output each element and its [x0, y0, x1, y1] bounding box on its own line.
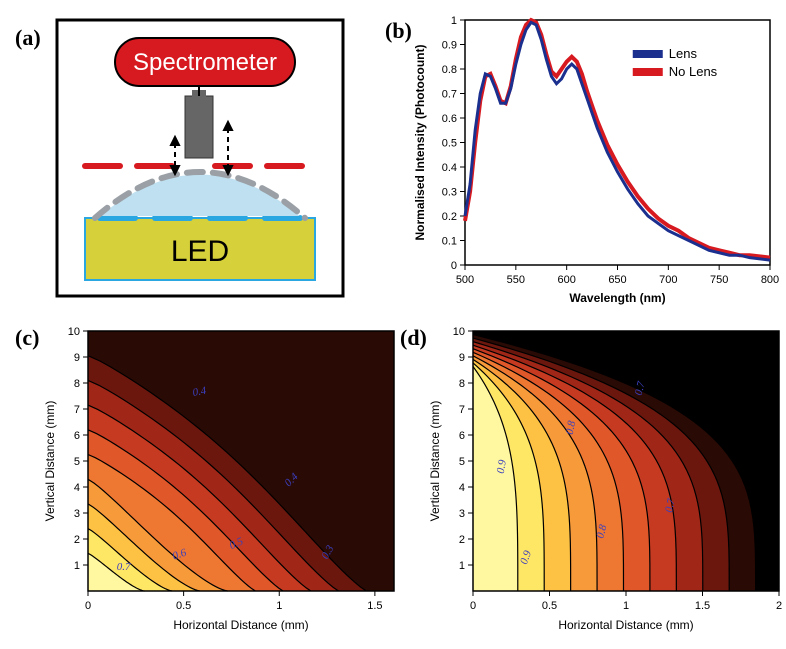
svg-text:800: 800 [761, 274, 779, 286]
svg-text:5: 5 [459, 456, 465, 468]
svg-text:Lens: Lens [669, 46, 698, 61]
svg-text:0.9: 0.9 [495, 458, 509, 474]
svg-text:0.6: 0.6 [442, 113, 457, 125]
svg-text:1: 1 [623, 600, 629, 612]
svg-text:0: 0 [470, 600, 476, 612]
chart-b: 500 550 600 650 700 750 800 0 0.1 0.2 0.3 0.4 0.5 0.6… [410, 10, 780, 310]
svg-text:2: 2 [74, 534, 80, 546]
panel-label-b: (b) [385, 18, 412, 44]
svg-text:Normalised Intensity (Photocou: Normalised Intensity (Photocount) [413, 44, 427, 240]
svg-text:0.4: 0.4 [192, 385, 208, 399]
svg-text:4: 4 [459, 482, 465, 494]
svg-text:Wavelength (nm): Wavelength (nm) [569, 291, 665, 305]
svg-text:500: 500 [456, 274, 474, 286]
svg-text:8: 8 [459, 378, 465, 390]
svg-text:10: 10 [453, 326, 465, 338]
svg-text:1: 1 [276, 600, 282, 612]
svg-text:7: 7 [459, 404, 465, 416]
svg-text:0.4: 0.4 [442, 162, 457, 174]
svg-text:4: 4 [74, 482, 80, 494]
svg-text:0.9: 0.9 [442, 40, 457, 52]
svg-text:8: 8 [74, 378, 80, 390]
svg-text:No Lens: No Lens [669, 64, 718, 79]
svg-text:10: 10 [68, 326, 80, 338]
svg-text:1.5: 1.5 [367, 600, 382, 612]
svg-text:Vertical Distance (mm): Vertical Distance (mm) [43, 401, 57, 522]
heatmap-d: 0.90.90.80.80.70.700.511.5212345678910Ho… [425, 325, 785, 635]
svg-text:650: 650 [608, 274, 626, 286]
svg-text:0.7: 0.7 [442, 89, 457, 101]
heatmap-c: 0.70.60.50.40.40.300.511.512345678910Hor… [40, 325, 400, 635]
panel-label-a: (a) [15, 25, 41, 51]
svg-text:0: 0 [451, 260, 457, 272]
svg-text:550: 550 [507, 274, 525, 286]
svg-text:1.5: 1.5 [695, 600, 710, 612]
svg-text:1: 1 [459, 560, 465, 572]
svg-text:1: 1 [451, 15, 457, 27]
svg-text:6: 6 [459, 430, 465, 442]
panel-label-d: (d) [400, 325, 427, 351]
svg-text:0.5: 0.5 [442, 138, 457, 150]
spectrometer-label: Spectrometer [133, 49, 277, 76]
svg-text:7: 7 [74, 404, 80, 416]
svg-text:Vertical Distance (mm): Vertical Distance (mm) [428, 401, 442, 522]
svg-text:9: 9 [74, 352, 80, 364]
figure-root: (a) LED [0, 0, 786, 649]
svg-text:0.7: 0.7 [117, 561, 131, 573]
svg-text:5: 5 [74, 456, 80, 468]
svg-text:9: 9 [459, 352, 465, 364]
svg-text:0.3: 0.3 [442, 187, 457, 199]
svg-text:0.5: 0.5 [176, 600, 191, 612]
led-label: LED [171, 235, 229, 268]
svg-text:0.8: 0.8 [442, 64, 457, 76]
svg-text:3: 3 [459, 508, 465, 520]
svg-text:0.5: 0.5 [542, 600, 557, 612]
svg-text:1: 1 [74, 560, 80, 572]
svg-text:3: 3 [74, 508, 80, 520]
svg-text:0.2: 0.2 [442, 211, 457, 223]
svg-text:2: 2 [776, 600, 782, 612]
svg-text:0: 0 [85, 600, 91, 612]
diagram-a: LED Spectrome [55, 18, 345, 298]
panel-label-c: (c) [15, 325, 39, 351]
svg-text:Horizontal Distance (mm): Horizontal Distance (mm) [558, 618, 693, 632]
svg-text:2: 2 [459, 534, 465, 546]
svg-text:600: 600 [557, 274, 575, 286]
svg-text:6: 6 [74, 430, 80, 442]
svg-text:700: 700 [659, 274, 677, 286]
svg-text:Horizontal Distance (mm): Horizontal Distance (mm) [173, 618, 308, 632]
svg-text:750: 750 [710, 274, 728, 286]
svg-text:0.1: 0.1 [442, 236, 457, 248]
